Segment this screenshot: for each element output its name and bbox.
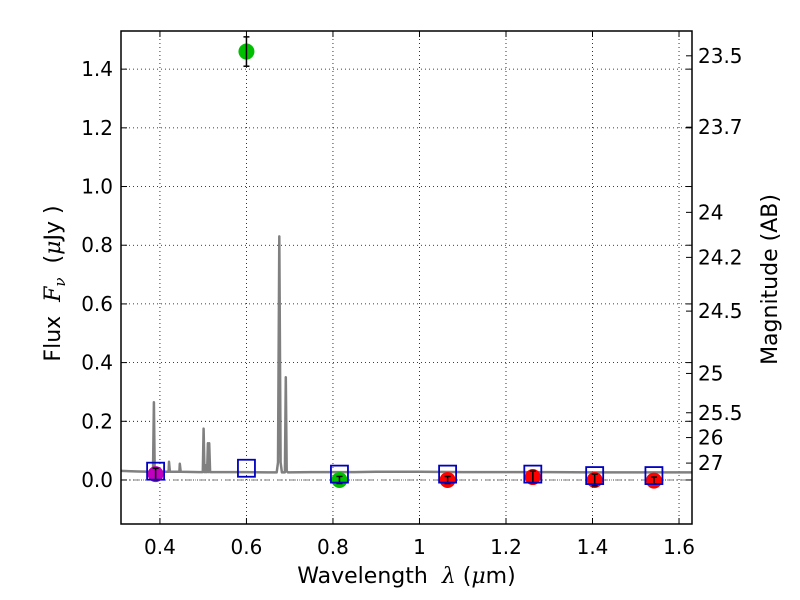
x-tick-label: 1 bbox=[413, 535, 426, 559]
y-tick-label: 1.2 bbox=[81, 116, 113, 140]
mag-tick-label: 26 bbox=[698, 426, 723, 450]
model-square-marker bbox=[644, 466, 664, 485]
y-tick-label: 1.0 bbox=[81, 175, 113, 199]
y-tick-label: 0.2 bbox=[81, 409, 113, 433]
mag-tick-label: 25.5 bbox=[698, 401, 743, 425]
y-tick-label: 0.0 bbox=[81, 468, 113, 492]
model-square-marker bbox=[146, 461, 166, 481]
axis-ticks: 0.4 0.6 0.8 1 1.2 1.4 1.6 0.0 0.2 0.4 0.6 0.8 1.0 1.2… bbox=[81, 31, 743, 559]
model-square-marker bbox=[438, 464, 457, 484]
mag-tick-label: 23.5 bbox=[698, 44, 743, 68]
template-spectrum-line bbox=[120, 235, 692, 474]
right-axis-label: Magnitude (AB) bbox=[758, 194, 783, 365]
model-square-marker bbox=[237, 458, 256, 478]
y-tick-label: 1.4 bbox=[81, 57, 113, 81]
y-axis-label: Flux Fν (μJy ) bbox=[41, 205, 69, 361]
mag-tick-label: 24.2 bbox=[698, 245, 743, 269]
mag-tick-label: 27 bbox=[698, 451, 723, 475]
y-tick-label: 0.8 bbox=[81, 233, 113, 257]
template-spectrum-layer bbox=[120, 235, 692, 474]
mag-tick-label: 25 bbox=[698, 361, 723, 385]
model-square-marker bbox=[330, 464, 349, 484]
data-markers bbox=[146, 36, 664, 489]
x-tick-label: 0.8 bbox=[317, 535, 349, 559]
model-square-marker bbox=[523, 464, 543, 484]
model-square-marker bbox=[585, 466, 605, 485]
x-tick-label: 1.4 bbox=[577, 535, 609, 559]
x-tick-label: 1.2 bbox=[490, 535, 522, 559]
plot-frame bbox=[120, 30, 693, 525]
y-tick-label: 0.6 bbox=[81, 292, 113, 316]
x-tick-label: 0.6 bbox=[231, 535, 263, 559]
x-tick-label: 0.4 bbox=[144, 535, 176, 559]
x-axis-label: Wavelength λ (μm) bbox=[297, 564, 515, 589]
mag-tick-label: 24.5 bbox=[698, 299, 743, 323]
mag-tick-label: 23.7 bbox=[698, 115, 743, 139]
mag-tick-label: 24 bbox=[698, 200, 723, 224]
y-tick-label: 0.4 bbox=[81, 351, 113, 375]
x-tick-label: 1.6 bbox=[663, 535, 695, 559]
